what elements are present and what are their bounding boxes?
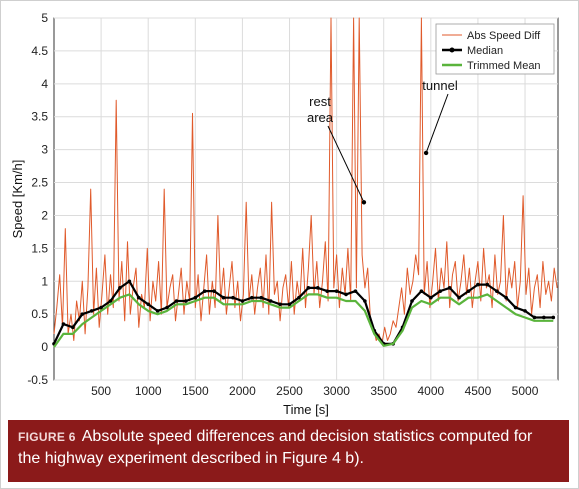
grid-lines — [54, 17, 558, 381]
x-tick-label: 3000 — [323, 384, 350, 398]
median-marker — [136, 295, 141, 300]
median-marker — [259, 295, 264, 300]
y-tick-label: 0 — [41, 340, 48, 354]
legend-label: Trimmed Mean — [467, 60, 541, 72]
median-marker — [202, 289, 207, 293]
median-marker — [513, 305, 518, 310]
x-tick-label: 500 — [91, 384, 111, 398]
median-marker — [108, 299, 113, 303]
median-marker — [457, 295, 461, 300]
annotation-label: tunnel — [422, 78, 458, 93]
median-marker — [494, 289, 499, 293]
median-marker — [184, 299, 188, 303]
legend-label: Median — [467, 45, 503, 57]
y-tick-label: 2.5 — [31, 176, 48, 190]
legend-marker — [449, 47, 455, 53]
x-axis-title: Time [s] — [283, 402, 329, 417]
legend: Abs Speed Diff Median Trimmed Mean — [435, 23, 555, 75]
series-line-0 — [53, 17, 558, 345]
median-marker — [221, 295, 226, 300]
median-marker — [315, 286, 320, 290]
figure-caption: FIGURE 6 Absolute speed differences and d… — [8, 420, 569, 482]
series-line-1 — [53, 280, 554, 345]
median-marker — [71, 325, 75, 330]
median-marker — [127, 279, 132, 284]
x-tick-label: 1000 — [135, 384, 162, 398]
median-marker — [212, 289, 216, 293]
median-marker — [80, 312, 85, 316]
median-marker — [174, 299, 179, 303]
y-tick-label: 4 — [41, 77, 48, 91]
x-tick-label: 1500 — [182, 384, 209, 398]
y-tick-label: -0.5 — [27, 373, 48, 387]
median-marker — [485, 282, 490, 287]
x-tick-label: 3500 — [370, 384, 397, 398]
annotation-label: rest — [309, 94, 331, 109]
median-marker — [532, 315, 537, 320]
median-marker — [155, 309, 160, 313]
median-marker — [476, 282, 480, 287]
median-marker — [353, 289, 358, 293]
median-marker — [542, 315, 546, 320]
median-marker — [325, 289, 329, 293]
median-marker — [268, 299, 273, 303]
median-marker — [523, 309, 527, 313]
median-marker — [193, 295, 198, 300]
y-tick-label: 2 — [41, 208, 48, 222]
x-tick-label: 4500 — [465, 384, 492, 398]
x-tick-label: 2500 — [276, 384, 303, 398]
series-layer — [52, 17, 558, 348]
median-marker — [250, 295, 254, 300]
legend-label: Abs Speed Diff — [467, 30, 541, 42]
y-tick-label: 3 — [41, 143, 48, 157]
median-marker — [287, 302, 292, 307]
median-marker — [231, 295, 235, 300]
median-marker — [306, 286, 311, 290]
median-marker — [89, 309, 94, 313]
median-marker — [344, 292, 348, 297]
annotation-label: area — [307, 110, 334, 125]
y-axis-title: Speed [Km/h] — [10, 160, 25, 239]
y-tick-label: 4.5 — [31, 44, 48, 58]
median-marker — [466, 289, 471, 293]
caption-label: FIGURE 6 — [18, 430, 76, 444]
y-tick-label: 0.5 — [31, 307, 48, 321]
median-marker — [278, 302, 282, 307]
annotation-point — [423, 150, 429, 156]
median-marker — [240, 299, 245, 303]
median-marker — [297, 295, 301, 300]
x-tick-label: 4000 — [417, 384, 444, 398]
median-marker — [118, 286, 122, 290]
median-marker — [447, 286, 452, 290]
median-marker — [61, 322, 66, 326]
y-tick-label: 3.5 — [31, 110, 48, 124]
caption-text: Absolute speed differences and decision … — [18, 428, 533, 467]
median-marker — [438, 289, 443, 293]
tick-labels: -0.5 0 0.5 1 1.5 2 2.5 3 3.5 4 4.5 5 500 1000 1500 2000… — [27, 11, 538, 398]
y-tick-label: 1 — [41, 274, 48, 288]
median-marker — [410, 299, 414, 303]
median-marker — [165, 305, 169, 310]
annotation-arrow — [425, 93, 449, 154]
median-marker — [551, 315, 556, 320]
y-tick-label: 5 — [41, 11, 48, 25]
median-marker — [99, 305, 103, 310]
annotation-arrow — [327, 125, 365, 203]
median-marker — [146, 302, 151, 307]
median-marker — [363, 299, 367, 303]
median-marker — [334, 289, 339, 293]
y-tick-label: 1.5 — [31, 241, 48, 255]
x-tick-label: 5000 — [512, 384, 539, 398]
median-marker — [429, 295, 433, 300]
x-tick-label: 2000 — [229, 384, 256, 398]
median-marker — [504, 295, 508, 300]
series-line-2 — [53, 293, 554, 348]
median-marker — [419, 289, 424, 293]
